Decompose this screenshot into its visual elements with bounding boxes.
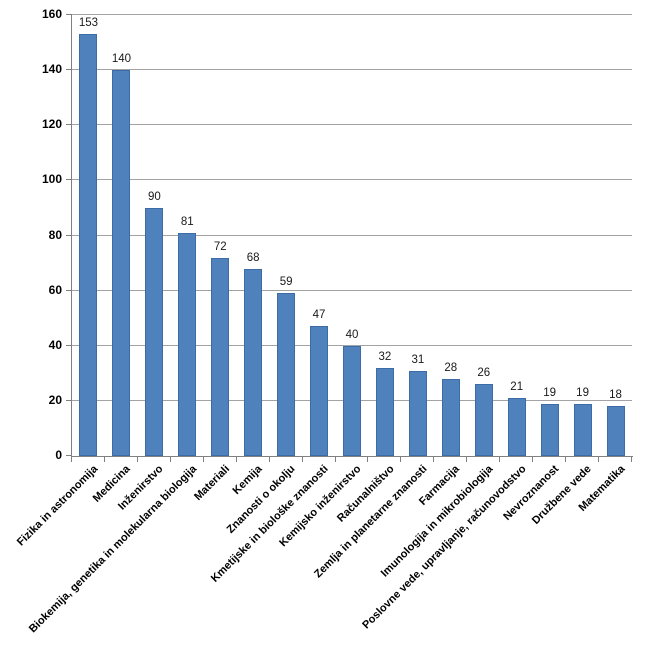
bar-value-label: 153 [78,17,99,30]
x-axis-tick-mark [631,457,632,462]
x-axis-tick-mark [598,457,600,462]
bar-value-label: 19 [576,386,589,399]
bar-value-label: 68 [246,251,260,264]
x-axis-tick-mark [202,457,204,462]
bar [474,384,493,456]
x-axis-tick-mark [169,457,171,462]
x-axis-tick-mark [565,457,567,462]
gridline [72,289,632,291]
bar [507,398,526,456]
gridline [72,14,632,15]
bar [573,403,592,456]
bar-value-label: 140 [111,53,131,66]
x-axis-tick-mark [466,457,468,462]
bar [375,367,394,456]
bar-value-label: 26 [477,367,491,380]
y-axis-tick-mark [66,344,72,346]
bar-value-label: 21 [510,381,524,394]
bar [112,70,131,456]
y-axis-line [71,15,72,457]
x-axis-tick-mark [334,457,336,462]
y-axis-tick-label: 0 [55,448,62,462]
bar-value-label: 28 [444,361,458,374]
gridline [72,69,632,71]
bar [540,403,559,456]
y-axis-tick-label: 60 [48,282,62,297]
y-axis-tick-mark [66,124,72,126]
bar [343,345,361,456]
gridline [72,179,632,181]
bar [310,326,329,456]
y-axis-tick-label: 40 [48,337,62,352]
bar-value-label: 81 [180,215,194,228]
y-axis-tick-label: 140 [41,62,62,77]
bar [145,207,164,456]
x-axis-tick-mark [71,457,72,462]
x-axis-category-label: Družbene vede [530,463,595,527]
y-axis-tick-mark [66,179,72,181]
y-axis-tick-mark [66,455,72,456]
bar-value-label: 40 [345,328,359,341]
bar [606,406,625,456]
bar [178,232,197,456]
x-axis-tick-mark [268,457,270,462]
y-axis-tick-label: 20 [48,392,62,407]
y-axis-tick-label: 100 [41,172,62,187]
bar [441,378,460,456]
bar-value-label: 19 [543,386,557,399]
y-axis-tick-mark [66,399,72,401]
x-axis-tick-mark [367,457,369,462]
bar [211,257,230,456]
y-axis-tick-mark [66,14,72,15]
bar [408,370,427,456]
y-axis-tick-mark [66,69,72,71]
gridline [72,124,632,126]
bar [244,268,263,456]
x-axis-line [71,456,633,457]
bar-value-label: 59 [279,276,293,289]
x-axis-tick-mark [301,457,303,462]
bar-value-label: 47 [312,309,326,322]
gridline [72,344,632,346]
gridline [72,234,632,236]
x-axis-tick-mark [136,457,138,462]
x-axis-tick-mark [499,457,501,462]
bar-value-label: 18 [609,389,622,402]
x-axis-tick-mark [433,457,435,462]
x-axis-tick-mark [235,457,237,462]
y-axis-tick-label: 160 [41,7,62,21]
x-axis-tick-mark [532,457,534,462]
x-axis-tick-mark [400,457,402,462]
y-axis-tick-label: 80 [48,227,62,242]
bar-value-label: 31 [411,353,425,366]
bar-value-label: 32 [378,350,392,363]
y-axis-tick-mark [66,289,72,291]
bar [79,34,98,456]
y-axis-tick-label: 120 [41,117,62,132]
x-axis-tick-mark [103,457,105,462]
bar-value-label: 90 [147,190,161,203]
bar [277,293,296,456]
y-axis-tick-mark [66,234,72,236]
bar-value-label: 72 [213,240,227,253]
x-axis-category-label: Fizika in astronomija [14,463,100,549]
